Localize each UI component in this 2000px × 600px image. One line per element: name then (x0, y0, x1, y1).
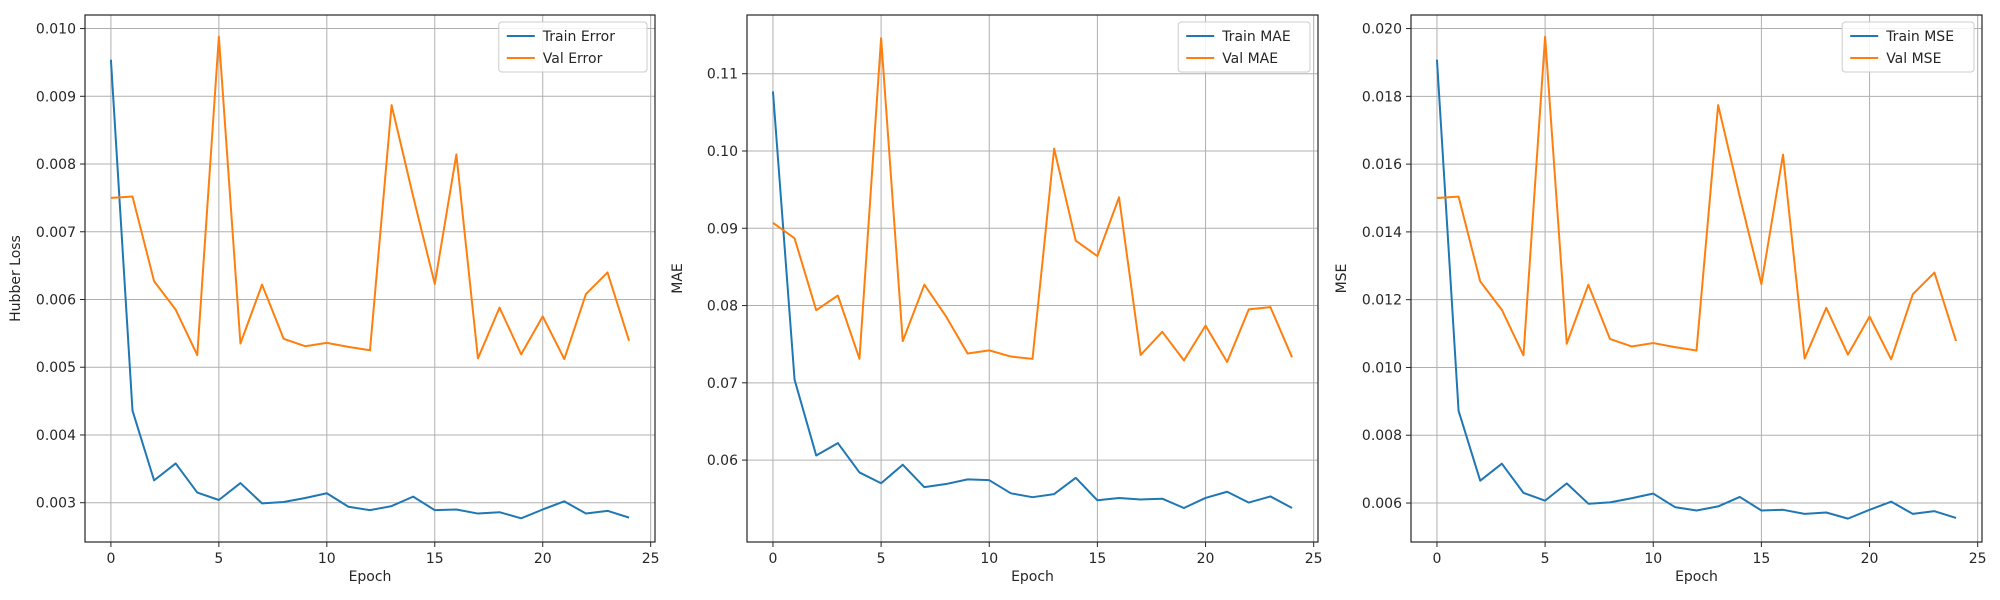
y-tick-label: 0.11 (707, 67, 738, 83)
legend: Train Error Val Error (498, 21, 648, 73)
y-tick-label: 0.006 (36, 292, 76, 308)
y-tick-label: 0.005 (36, 360, 76, 376)
legend: Train MSE Val MSE (1841, 21, 1975, 73)
y-axis-label: MAE (670, 263, 686, 294)
series-line-val-error (110, 35, 631, 361)
x-axis-label: Epoch (1675, 569, 1718, 585)
y-tick-label: 0.014 (1362, 225, 1402, 241)
series-line-val-mae (772, 37, 1293, 363)
series-line-train-error (109, 59, 630, 520)
chart-panel-1: 0 5 10 15 20 25 0.003 0.004 0.005 0.006 0.007 0.008… (8, 14, 660, 585)
y-tick-label: 0.008 (36, 157, 76, 173)
y-axis-label: MSE (1334, 264, 1350, 294)
y-tick-label: 0.007 (36, 225, 76, 241)
chart-panel-3: 0 5 10 15 20 25 0.006 0.008 0.010 0.012 0.014 0.016… (1334, 14, 1987, 585)
x-axis-label: Epoch (349, 569, 392, 585)
x-tick-label: 20 (1861, 551, 1879, 567)
y-tick-label: 0.020 (1362, 22, 1402, 38)
y-tick-label: 0.09 (707, 221, 738, 237)
plot-frame (746, 14, 1319, 543)
x-tick-label: 5 (1541, 551, 1550, 567)
y-tick-label: 0.010 (1362, 360, 1402, 376)
series-line-train-mae (771, 91, 1293, 509)
series-line-train-mse (1435, 59, 1957, 520)
x-tick-label: 15 (1088, 551, 1106, 567)
x-tick-label: 15 (1752, 551, 1770, 567)
plot-frame (84, 14, 656, 543)
x-tick-label: 10 (980, 551, 998, 567)
legend-entry: Train Error (542, 29, 615, 45)
y-tick-label: 0.018 (1362, 89, 1402, 105)
y-tick-label: 0.06 (707, 453, 738, 469)
y-tick-label: 0.006 (1362, 496, 1402, 512)
x-tick-label: 0 (1432, 551, 1441, 567)
legend-box (1177, 21, 1311, 73)
legend-entry: Val Error (543, 51, 603, 67)
x-axis-label: Epoch (1011, 569, 1054, 585)
x-tick-label: 10 (318, 551, 336, 567)
y-tick-label: 0.10 (707, 144, 738, 160)
y-tick-label: 0.010 (36, 22, 76, 38)
x-tick-label: 25 (1969, 551, 1987, 567)
x-tick-label: 5 (214, 551, 223, 567)
legend-entry: Train MSE (1885, 29, 1954, 45)
x-tick-label: 0 (768, 551, 777, 567)
legend: Train MAE Val MAE (1177, 21, 1311, 73)
y-axis-label: Hubber Loss (8, 235, 24, 322)
y-tick-label: 0.012 (1362, 293, 1402, 309)
y-tick-label: 0.008 (1362, 428, 1402, 444)
x-tick-label: 25 (1305, 551, 1323, 567)
chart-panel-2: 0 5 10 15 20 25 0.06 0.07 0.08 0.09 0.10 0.11 Epoch M… (670, 14, 1323, 585)
legend-entry: Train MAE (1221, 29, 1291, 45)
x-tick-label: 20 (534, 551, 552, 567)
legend-entry: Val MAE (1222, 51, 1278, 67)
y-tick-label: 0.08 (707, 299, 738, 315)
y-tick-label: 0.07 (707, 376, 738, 392)
plot-frame (1410, 14, 1983, 543)
legend-box (498, 21, 648, 73)
y-tick-label: 0.016 (1362, 157, 1402, 173)
x-tick-label: 0 (106, 551, 115, 567)
x-tick-label: 10 (1644, 551, 1662, 567)
y-tick-label: 0.003 (36, 496, 76, 512)
x-tick-label: 25 (642, 551, 660, 567)
y-tick-label: 0.004 (36, 428, 76, 444)
x-tick-label: 5 (877, 551, 886, 567)
y-tick-label: 0.009 (36, 89, 76, 105)
series-line-val-mse (1436, 35, 1958, 361)
legend-entry: Val MSE (1886, 51, 1941, 67)
x-tick-label: 15 (426, 551, 444, 567)
x-tick-label: 20 (1197, 551, 1215, 567)
legend-box (1841, 21, 1975, 73)
